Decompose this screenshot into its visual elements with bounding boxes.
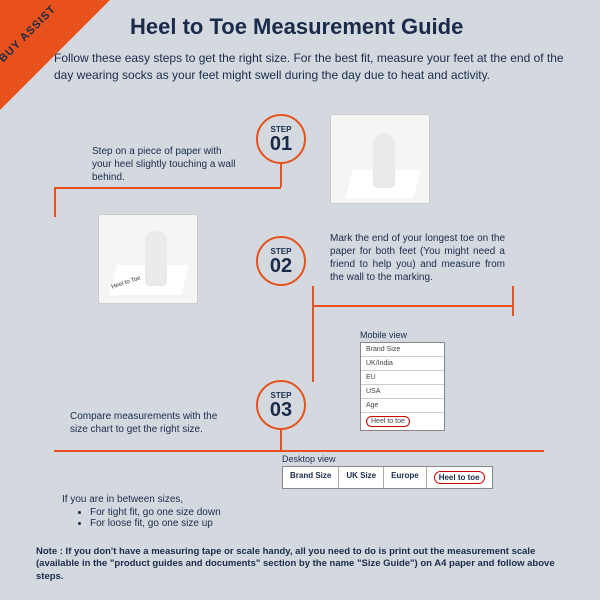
- between-sizes-note: If you are in between sizes, For tight f…: [62, 494, 221, 529]
- mobile-view-panel: Mobile view Brand Size UK/India EU USA A…: [360, 330, 445, 431]
- between-lead: If you are in between sizes,: [62, 494, 221, 505]
- step-3-text: Compare measurements with the size chart…: [70, 410, 235, 436]
- step-1-text: Step on a piece of paper with your heel …: [92, 145, 240, 184]
- table-col: Brand Size: [283, 467, 339, 488]
- table-col: Europe: [384, 467, 427, 488]
- step-2-text: Mark the end of your longest toe on the …: [330, 232, 505, 284]
- table-row: UK/India: [361, 357, 444, 371]
- heel-to-toe-highlight: Heel to toe: [434, 471, 485, 484]
- footer-note: Note : If you don't have a measuring tap…: [36, 546, 570, 583]
- table-col: UK Size: [339, 467, 384, 488]
- desktop-size-table: Brand Size UK Size Europe Heel to toe: [282, 466, 493, 489]
- list-item: For tight fit, go one size down: [90, 507, 221, 518]
- connector-line: [54, 187, 281, 189]
- step-number: 02: [258, 256, 304, 276]
- connector-line: [54, 187, 56, 217]
- connector-line: [312, 286, 314, 382]
- connector-line: [312, 305, 512, 307]
- list-item: For loose fit, go one size up: [90, 518, 221, 529]
- step-1-circle: STEP 01: [256, 114, 306, 164]
- table-row: Heel to toe: [361, 413, 444, 430]
- connector-line: [54, 450, 544, 452]
- mobile-view-header: Mobile view: [360, 330, 445, 340]
- step-1-illustration: [330, 114, 430, 204]
- table-row: USA: [361, 385, 444, 399]
- desktop-view-panel: Desktop view Brand Size UK Size Europe H…: [282, 454, 493, 489]
- connector-line: [280, 430, 282, 450]
- connector-line: [512, 286, 514, 316]
- table-row: Age: [361, 399, 444, 413]
- desktop-view-header: Desktop view: [282, 454, 493, 464]
- step-number: 01: [258, 134, 304, 154]
- step-3-circle: STEP 03: [256, 380, 306, 430]
- page-title: Heel to Toe Measurement Guide: [130, 14, 463, 40]
- step-number: 03: [258, 400, 304, 420]
- mobile-size-table: Brand Size UK/India EU USA Age Heel to t…: [360, 342, 445, 431]
- intro-text: Follow these easy steps to get the right…: [54, 50, 570, 84]
- heel-to-toe-highlight: Heel to toe: [366, 416, 410, 427]
- connector-line: [280, 164, 282, 187]
- step-2-illustration: Heel to Toe: [98, 214, 198, 304]
- table-col: Heel to toe: [427, 467, 492, 488]
- table-row: Brand Size: [361, 343, 444, 357]
- buy-assist-badge: BUY ASSIST: [0, 0, 110, 110]
- table-row: EU: [361, 371, 444, 385]
- step-2-circle: STEP 02: [256, 236, 306, 286]
